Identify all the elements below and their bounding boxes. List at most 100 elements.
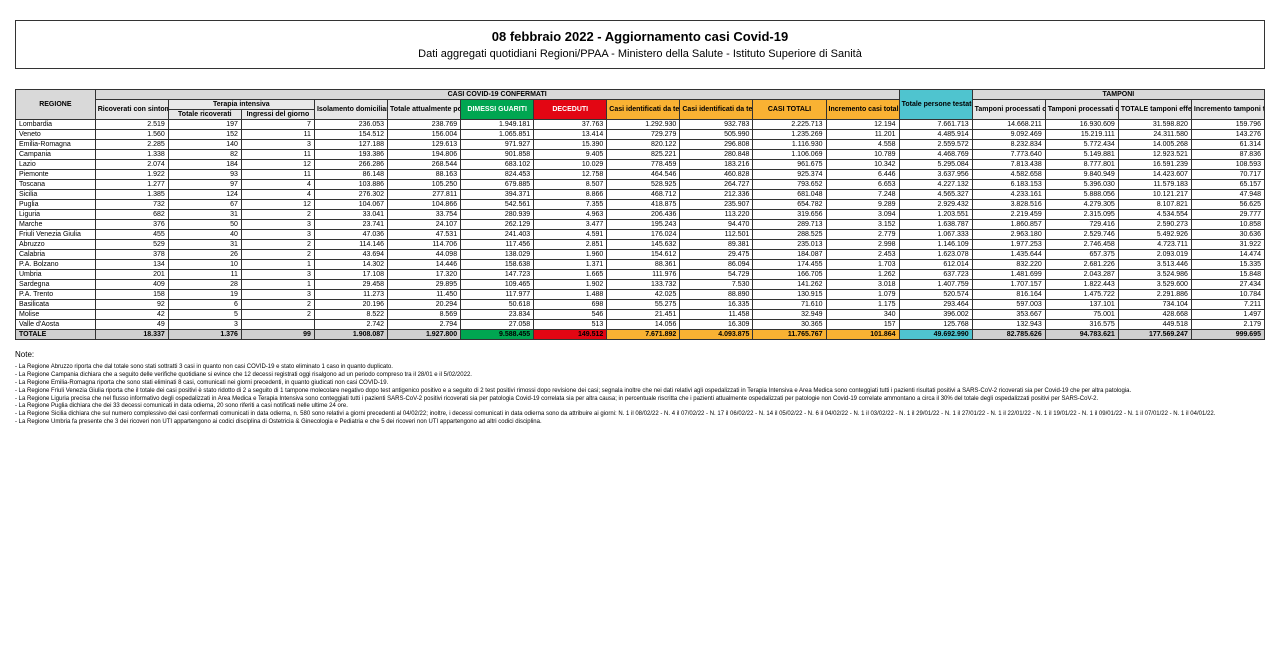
cell-value: 7.671.892 [607,330,680,340]
cell-value: 55.275 [607,300,680,310]
cell-value: 4.565.327 [899,190,972,200]
cell-value: 111.976 [607,270,680,280]
cell-value: 31 [168,240,241,250]
cell-value: 11.458 [680,310,753,320]
cell-value: 42 [95,310,168,320]
cell-value: 7.773.640 [972,150,1045,160]
cell-value: 1.146.109 [899,240,972,250]
cell-value: 3.094 [826,210,899,220]
cell-value: 2.929.432 [899,200,972,210]
cell-value: 11.765.767 [753,330,826,340]
cell-value: 23.741 [314,220,387,230]
cell-value: 1.977.253 [972,240,1045,250]
table-header: REGIONE CASI COVID-19 CONFERMATI Totale … [16,90,1265,120]
cell-value: 21.451 [607,310,680,320]
table-row: Abruzzo529312114.146114.706117.4562.8511… [16,240,1265,250]
cell-value: 11 [241,170,314,180]
cell-value: 50.618 [461,300,534,310]
cell-value: 29.475 [680,250,753,260]
cell-value: 681.048 [753,190,826,200]
cell-value: 2.291.886 [1118,290,1191,300]
cell-region: Molise [16,310,96,320]
cell-value: 1.707.157 [972,280,1045,290]
cell-value: 54.729 [680,270,753,280]
cell-value: 177.569.247 [1118,330,1191,340]
cell-value: 109.465 [461,280,534,290]
cell-value: 277.811 [388,190,461,200]
cell-value: 158.638 [461,260,534,270]
cell-value: 94.470 [680,220,753,230]
cell-value: 195.243 [607,220,680,230]
cell-value: 2.529.746 [1045,230,1118,240]
cell-value: 2.590.273 [1118,220,1191,230]
cell-value: 1 [241,280,314,290]
cell-value: 75.001 [1045,310,1118,320]
cell-value: 4 [241,190,314,200]
cell-value: 197 [168,120,241,130]
cell-value: 3 [241,230,314,240]
cell-value: 9.588.455 [461,330,534,340]
cell-value: 82 [168,150,241,160]
cell-value: 5.888.056 [1045,190,1118,200]
cell-value: 117.977 [461,290,534,300]
note-line: - La Regione Umbria fa presente che 3 de… [15,419,1265,427]
cell-value: 2.742 [314,320,387,330]
cell-value: 113.220 [680,210,753,220]
cell-value: 184.087 [753,250,826,260]
col-dimessi: DIMESSI GUARITI [461,100,534,120]
cell-value: 319.656 [753,210,826,220]
cell-value: 117.456 [461,240,534,250]
cell-value: 27.058 [461,320,534,330]
cell-value: 14.446 [388,260,461,270]
cell-value: 1.067.333 [899,230,972,240]
cell-value: 114.706 [388,240,461,250]
cell-value: 1.203.551 [899,210,972,220]
cell-value: 6.653 [826,180,899,190]
col-incr-tamp: Incremento tamponi totali (rispetto al g… [1191,100,1264,120]
cell-value: 176.024 [607,230,680,240]
cell-value: 16.335 [680,300,753,310]
cell-value: 31.922 [1191,240,1264,250]
table-row: Sicilia1.3851244276.302277.811394.3718.8… [16,190,1265,200]
table-body: Lombardia2.5191977236.053238.7691.949.18… [16,120,1265,340]
cell-value: 2.179 [1191,320,1264,330]
cell-value: 32.949 [753,310,826,320]
cell-value: 47.036 [314,230,387,240]
cell-value: 14.474 [1191,250,1264,260]
cell-value: 129.613 [388,140,461,150]
cell-value: 56.625 [1191,200,1264,210]
cell-value: 9.840.949 [1045,170,1118,180]
cell-value: 93 [168,170,241,180]
cell-value: 428.668 [1118,310,1191,320]
cell-value: 468.712 [607,190,680,200]
cell-value: 11.579.183 [1118,180,1191,190]
cell-value: 729.279 [607,130,680,140]
cell-value: 5.396.030 [1045,180,1118,190]
table-row: Liguria68231233.04133.754280.9394.963206… [16,210,1265,220]
cell-value: 1.235.269 [753,130,826,140]
cell-value: 159.796 [1191,120,1264,130]
cell-value: 460.828 [680,170,753,180]
cell-value: 2.225.713 [753,120,826,130]
cell-value: 288.525 [753,230,826,240]
cell-value: 20.196 [314,300,387,310]
table-row: Puglia7326712104.067104.866542.5617.3554… [16,200,1265,210]
cell-value: 657.375 [1045,250,1118,260]
cell-region: Campania [16,150,96,160]
table-row: Molise42528.5228.56923.83454621.45111.45… [16,310,1265,320]
table-row: Lazio2.07418412266.286268.544683.10210.0… [16,160,1265,170]
cell-value: 1.497 [1191,310,1264,320]
col-tamp-ag: Tamponi processati con test antigenico r… [1045,100,1118,120]
cell-value: 2.746.458 [1045,240,1118,250]
table-row: Calabria37826243.69444.098138.0291.96015… [16,250,1265,260]
cell-value: 266.286 [314,160,387,170]
cell-value: 2.219.459 [972,210,1045,220]
cell-value: 33.754 [388,210,461,220]
cell-value: 5.772.434 [1045,140,1118,150]
cell-value: 1.407.759 [899,280,972,290]
cell-value: 2.093.019 [1118,250,1191,260]
cell-value: 1.638.787 [899,220,972,230]
cell-value: 276.302 [314,190,387,200]
cell-value: 7.355 [534,200,607,210]
cell-value: 47.948 [1191,190,1264,200]
